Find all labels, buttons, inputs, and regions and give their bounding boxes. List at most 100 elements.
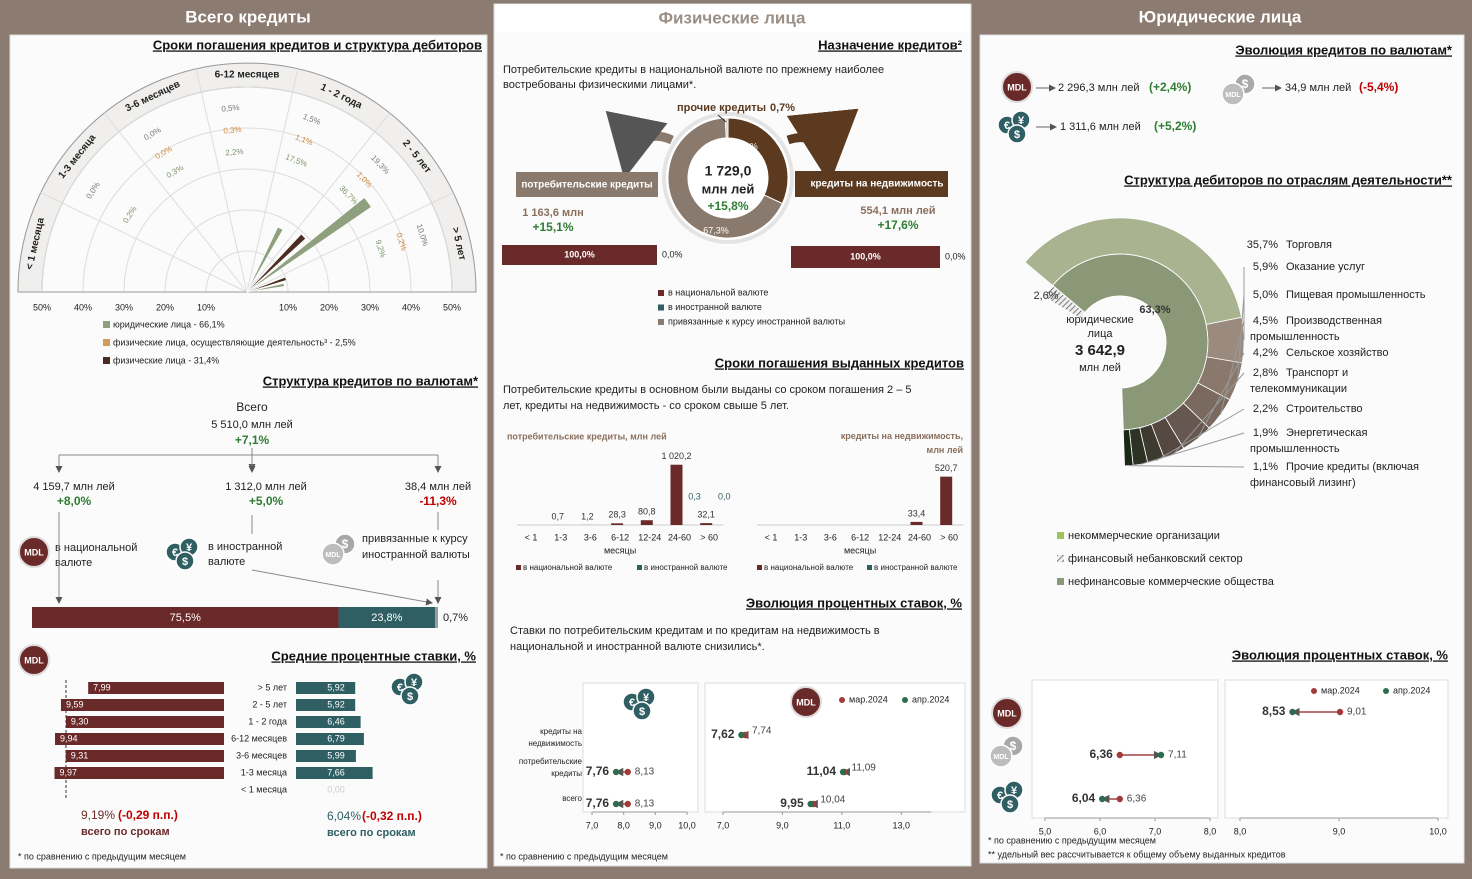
label: 4,2% <box>1253 347 1278 359</box>
value-label: 9,30 <box>71 716 89 726</box>
bar <box>296 682 356 694</box>
bar <box>910 521 923 525</box>
section-title: Эволюция кредитов по валютам* <box>1235 42 1453 57</box>
dot <box>624 800 631 808</box>
share-bar <box>791 246 940 268</box>
x-tick-label: < 1 <box>525 532 538 542</box>
leader <box>1128 465 1245 468</box>
icon-mdl <box>18 536 50 568</box>
label: привязанные к курсу иностранной валюты <box>362 533 470 561</box>
icon-text: MDL <box>1007 82 1027 92</box>
grid-line <box>82 127 412 293</box>
dot <box>1116 795 1124 803</box>
value-label: 6,36 <box>1127 794 1147 805</box>
label: (-0,29 п.п.) <box>118 808 178 822</box>
x-tick-label: > 60 <box>700 532 718 542</box>
icon-text: MDL <box>325 552 341 559</box>
dot <box>1289 708 1296 716</box>
section-title: Структура дебиторов по отраслям деятельн… <box>1124 172 1453 187</box>
label: Прочие кредиты (включая финансовый лизинг… <box>1250 461 1419 489</box>
text-line: кредиты <box>551 769 582 778</box>
icon-text: € <box>397 682 403 694</box>
value-label: 0,7 <box>551 511 564 521</box>
tick-label: 40% <box>402 302 420 312</box>
icon-text: ¥ <box>186 542 193 554</box>
label: 4 159,7 млн лей <box>33 481 115 493</box>
section-title: Эволюция процентных ставок, % <box>1232 647 1449 662</box>
x-tick-label: 24-60 <box>908 532 931 542</box>
value-label: 5,92 <box>327 699 345 709</box>
bar <box>940 476 953 525</box>
polar-bar <box>246 197 372 293</box>
value-label: 32,1 <box>697 509 715 519</box>
legend-label: привязанные к курсу иностранной валюты <box>668 316 845 326</box>
label: Торговля <box>1286 239 1332 251</box>
legend-swatch <box>1057 578 1064 585</box>
label: кредиты на недвижимость, млн лей <box>841 431 963 455</box>
x-tick-label: 8,0 <box>1234 826 1247 836</box>
value-label: 520,7 <box>935 463 958 473</box>
icon-fx <box>400 686 420 706</box>
label: месяцы <box>844 545 876 555</box>
icon-text: MDL <box>796 697 816 707</box>
tick-label: 30% <box>115 302 133 312</box>
category-box <box>516 172 658 197</box>
bar <box>670 464 683 525</box>
sunburst-outer <box>1205 316 1245 364</box>
value-label: 0,7% <box>443 612 468 624</box>
label: Потребительские кредиты в основном были … <box>503 384 912 412</box>
label: * по сравнению с предыдущим месяцем <box>500 851 668 861</box>
x-tick-label: 7,0 <box>717 820 730 830</box>
label: +5,0% <box>249 494 284 508</box>
label: Всего <box>236 400 268 414</box>
value-label: 6,36 <box>1089 747 1113 761</box>
text-line: валюте <box>55 557 92 569</box>
text-line: кредиты на <box>540 727 582 736</box>
value-label: 8,13 <box>635 767 655 778</box>
legend-label: физические лица, осуществляющие деятельн… <box>113 337 356 347</box>
x-tick-label: 6,0 <box>1094 826 1107 836</box>
x-tick-label: 24-60 <box>668 532 691 542</box>
label: +15,8% <box>707 199 748 213</box>
value-label: 8,53 <box>1262 704 1286 718</box>
legend-swatch <box>637 565 642 570</box>
x-tick-label: 10,0 <box>1429 826 1447 836</box>
legend-marker <box>839 697 845 703</box>
icon-linked <box>321 542 345 566</box>
label: 35,7% <box>1247 239 1278 251</box>
label: 2 296,3 млн лей <box>1058 82 1140 94</box>
label: потребительские кредиты <box>521 179 652 191</box>
label: всего <box>562 794 582 803</box>
value-label: 7,74 <box>752 726 772 737</box>
value-label: 6,04 <box>1072 791 1096 805</box>
legend-label: в национальной валюте <box>764 563 854 572</box>
tick-label: 20% <box>156 302 174 312</box>
label: Потребительские кредиты в национальной в… <box>503 64 884 91</box>
value-label: 33,4 <box>908 508 926 518</box>
bar <box>55 733 224 745</box>
grid-line <box>123 168 371 293</box>
icon-mdl <box>790 686 822 718</box>
icon-text: $ <box>407 691 413 703</box>
legend-swatch <box>103 339 110 346</box>
label: 38,4 млн лей <box>405 481 471 493</box>
x-tick-label: 1-3 <box>794 532 807 542</box>
legend-label: апр.2024 <box>1393 685 1430 695</box>
value-label: 100,0% <box>850 251 881 261</box>
text-line: привязанные к курсу <box>362 533 468 545</box>
icon-text: ¥ <box>411 677 418 689</box>
value-label: 9,94 <box>60 733 78 743</box>
label: 34,9 млн лей <box>1285 82 1351 94</box>
label: (-5,4%) <box>1359 80 1398 94</box>
tick-label: 50% <box>443 302 461 312</box>
panel-header <box>496 4 969 32</box>
value-label: 10,04 <box>820 795 845 806</box>
value-label: 6,46 <box>327 716 345 726</box>
label: (+2,4%) <box>1149 80 1191 94</box>
value-label: 7,99 <box>93 682 111 692</box>
text-line: финансовый лизинг) <box>1250 477 1356 489</box>
icon-text: $ <box>1014 129 1020 141</box>
dot <box>1116 751 1124 759</box>
share-bar <box>32 607 339 628</box>
